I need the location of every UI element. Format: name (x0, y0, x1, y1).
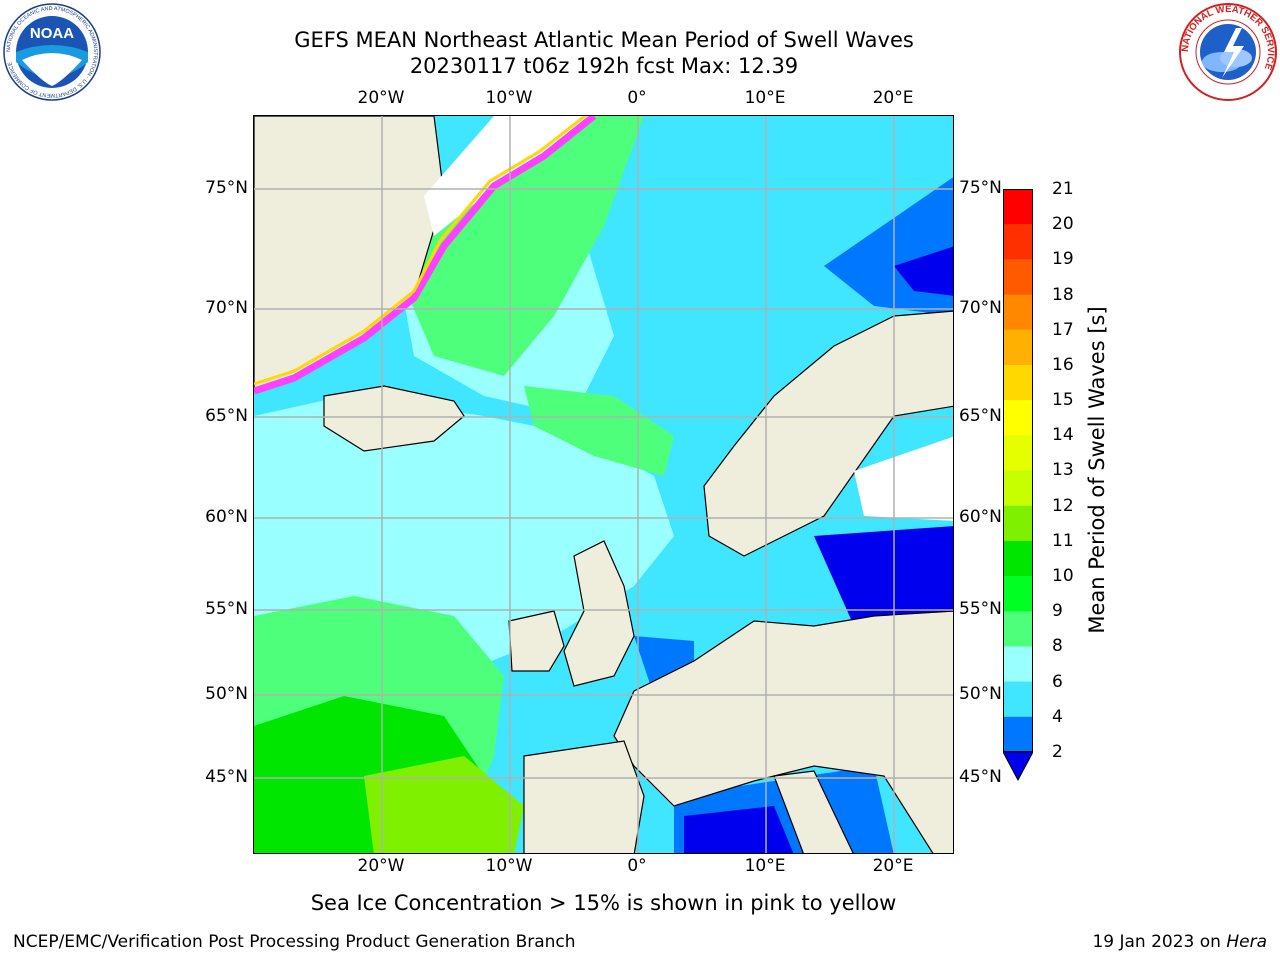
lat-tick-left-50n: 50°N (205, 684, 248, 704)
graticule (254, 116, 953, 853)
colorbar-label-19: 19 (1052, 249, 1074, 269)
italy-land (773, 770, 854, 853)
gulf-bothnia-ice (854, 436, 953, 521)
colorbar-segment-10 (1003, 576, 1033, 612)
footer-host: Hera (1226, 932, 1267, 952)
lat-tick-right-45n: 45°N (959, 767, 1002, 787)
lat-tick-left-60n: 60°N (205, 507, 248, 527)
lat-tick-left-55n: 55°N (205, 599, 248, 619)
lon-tick-bottom-20e: 20°E (872, 856, 914, 876)
colorbar-segment-21 (1003, 189, 1033, 225)
lon-tick-bottom-0: 0° (627, 856, 647, 876)
colorbar-label-9: 9 (1052, 601, 1063, 621)
noaa-logo: NOAA NATIONAL OCEANIC AND ATMOSPHERIC AD… (3, 3, 101, 101)
lat-tick-right-55n: 55°N (959, 599, 1002, 619)
colorbar-segment-19 (1003, 259, 1033, 296)
colorbar-extend-arrow (1003, 751, 1033, 782)
colorbar-label-12: 12 (1052, 496, 1074, 516)
colorbar-segment-16 (1003, 364, 1033, 401)
iberia-land (523, 740, 645, 853)
colorbar-segment-15 (1003, 400, 1033, 436)
lon-tick-top-10w: 10°W (485, 88, 533, 108)
sea-ice-edge-yellow (254, 116, 588, 386)
sea-ice-note: Sea Ice Concentration > 15% is shown in … (310, 891, 897, 915)
lat-tick-left-65n: 65°N (205, 406, 248, 426)
colorbar-label-17: 17 (1052, 320, 1074, 340)
colorbar-title: Mean Period of Swell Waves [s] (1085, 306, 1109, 634)
colorbar-label-21: 21 (1052, 179, 1074, 199)
noaa-logo-text: NOAA (30, 25, 74, 42)
swell-zone-9s-mid (524, 386, 674, 476)
lon-tick-top-20w: 20°W (357, 88, 405, 108)
ireland-land (508, 610, 565, 672)
colorbar-label-10: 10 (1052, 566, 1074, 586)
great-britain-land (563, 540, 635, 687)
colorbar-segment-9 (1003, 611, 1033, 647)
colorbar-segment-12 (1003, 505, 1033, 542)
colorbar-segment-6 (1003, 681, 1033, 718)
colorbar-segment-14 (1003, 435, 1033, 471)
colorbar-segment-8 (1003, 646, 1033, 683)
map-panel (253, 115, 954, 854)
iceland-land (323, 385, 465, 452)
continental-europe-land (613, 610, 953, 853)
sea-ice-edge-pink (254, 116, 597, 395)
lat-tick-left-75n: 75°N (205, 178, 248, 198)
colorbar-label-2: 2 (1052, 742, 1063, 762)
colorbar-label-8: 8 (1052, 636, 1063, 656)
colorbar-label-20: 20 (1052, 214, 1074, 234)
lat-tick-left-45n: 45°N (205, 767, 248, 787)
colorbar-segment-4 (1003, 716, 1033, 753)
footer-credit: NCEP/EMC/Verification Post Processing Pr… (13, 932, 576, 952)
lon-tick-top-20e: 20°E (872, 88, 914, 108)
lon-tick-top-0: 0° (627, 88, 647, 108)
lon-tick-bottom-10e: 10°E (744, 856, 786, 876)
footer-date-text: 19 Jan 2023 on (1092, 932, 1227, 952)
chart-subtitle: 20230117 t06z 192h fcst Max: 12.39 (409, 54, 799, 78)
swell-zone-12s-southwest (364, 756, 524, 853)
footer-date: 19 Jan 2023 on Hera (1092, 932, 1267, 952)
swell-zone-2s-barents (894, 246, 953, 296)
colorbar-label-6: 6 (1052, 672, 1063, 692)
lat-tick-right-60n: 60°N (959, 507, 1002, 527)
nws-logo: NATIONAL WEATHER SERVICE (1179, 3, 1277, 101)
lon-tick-bottom-10w: 10°W (485, 856, 533, 876)
colorbar-segment-13 (1003, 470, 1033, 507)
colorbar-label-16: 16 (1052, 355, 1074, 375)
lat-tick-right-50n: 50°N (959, 684, 1002, 704)
colorbar-label-13: 13 (1052, 460, 1074, 480)
map-canvas (254, 116, 953, 853)
colorbar-segment-18 (1003, 294, 1033, 331)
lat-tick-right-65n: 65°N (959, 406, 1002, 426)
colorbar-segment-17 (1003, 329, 1033, 366)
chart-title: GEFS MEAN Northeast Atlantic Mean Period… (294, 28, 914, 52)
colorbar-label-18: 18 (1052, 285, 1074, 305)
colorbar-segment-11 (1003, 540, 1033, 577)
lat-tick-left-70n: 70°N (205, 298, 248, 318)
colorbar-border (1003, 189, 1033, 752)
swell-zone-2s-baltic (814, 526, 953, 626)
lat-tick-right-75n: 75°N (959, 178, 1002, 198)
colorbar-segment-20 (1003, 224, 1033, 260)
lon-tick-top-10e: 10°E (744, 88, 786, 108)
colorbar-label-11: 11 (1052, 531, 1074, 551)
colorbar-label-15: 15 (1052, 390, 1074, 410)
lon-tick-bottom-20w: 20°W (357, 856, 405, 876)
colorbar (1003, 189, 1033, 782)
colorbar-label-14: 14 (1052, 425, 1074, 445)
colorbar-label-4: 4 (1052, 707, 1063, 727)
lat-tick-right-70n: 70°N (959, 298, 1002, 318)
